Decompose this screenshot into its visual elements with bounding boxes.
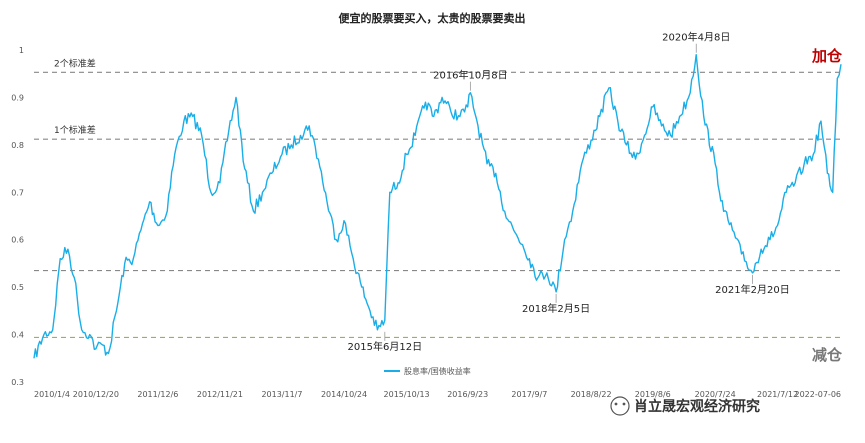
y-tick-label: 0.8 — [11, 141, 24, 150]
watermark: 肖立晟宏观经济研究 — [610, 396, 760, 416]
y-tick-label: 0.6 — [11, 236, 24, 245]
reduce-position-label: 减仓 — [812, 346, 843, 364]
reference-line-label: 1个标准差 — [54, 124, 96, 136]
legend-label: 股息率/国债收益率 — [404, 366, 471, 376]
x-tick-label: 2015/10/13 — [384, 390, 430, 399]
y-tick-label: 1 — [19, 46, 24, 55]
watermark-text: 肖立晟宏观经济研究 — [634, 398, 760, 415]
x-tick-label: 2010/12/20 — [73, 390, 119, 399]
x-tick-label: 2020/7/24 — [695, 390, 736, 399]
y-tick-label: 0.5 — [11, 283, 24, 292]
annotation-label: 2018年2月5日 — [522, 302, 590, 315]
wechat-logo-icon — [610, 396, 630, 416]
x-tick-label: 2021/7/12 — [757, 390, 798, 399]
x-tick-label: 2019/8/6 — [635, 390, 671, 399]
annotation-label: 2021年2月20日 — [715, 283, 790, 296]
x-tick-label: 2011/12/6 — [137, 390, 178, 399]
x-tick-label: 2022-07-06 — [795, 390, 842, 399]
x-tick-label: 2012/11/21 — [197, 390, 243, 399]
x-tick-label: 2014/10/24 — [321, 390, 367, 399]
y-tick-label: 0.9 — [11, 93, 24, 102]
y-tick-label: 0.3 — [11, 378, 24, 387]
x-tick-label: 2017/9/7 — [511, 390, 547, 399]
x-tick-label: 2013/11/7 — [261, 390, 302, 399]
y-tick-label: 0.4 — [11, 331, 24, 340]
x-tick-label: 2016/9/23 — [447, 390, 488, 399]
series-lines — [33, 54, 842, 359]
x-tick-label: 2018/8/22 — [571, 390, 612, 399]
series-line — [33, 54, 842, 359]
reference-lines: 2个标准差 1个标准差 — [34, 57, 841, 339]
legend: 股息率/国债收益率 — [384, 366, 471, 376]
x-tick-label: 2010/1/4 — [34, 390, 70, 399]
add-position-label: 加仓 — [811, 47, 843, 65]
annotation-label: 2020年4月8日 — [662, 31, 730, 44]
annotation-label: 2015年6月12日 — [348, 340, 423, 353]
y-axis: 0.3 0.4 0.5 0.6 0.7 0.8 0.9 1 — [11, 46, 24, 387]
annotations: 2016年10月8日 2020年4月8日 2015年6月12日 2018年2月5日 20… — [348, 31, 790, 353]
x-axis: 2010/1/4 2010/12/20 2011/12/6 2012/11/21 201… — [34, 390, 841, 399]
y-tick-label: 0.7 — [11, 188, 24, 197]
reference-line-label: 2个标准差 — [54, 57, 96, 69]
annotation-label: 2016年10月8日 — [433, 69, 508, 82]
chart-title: 便宜的股票要买入，太贵的股票要卖出 — [339, 11, 526, 25]
